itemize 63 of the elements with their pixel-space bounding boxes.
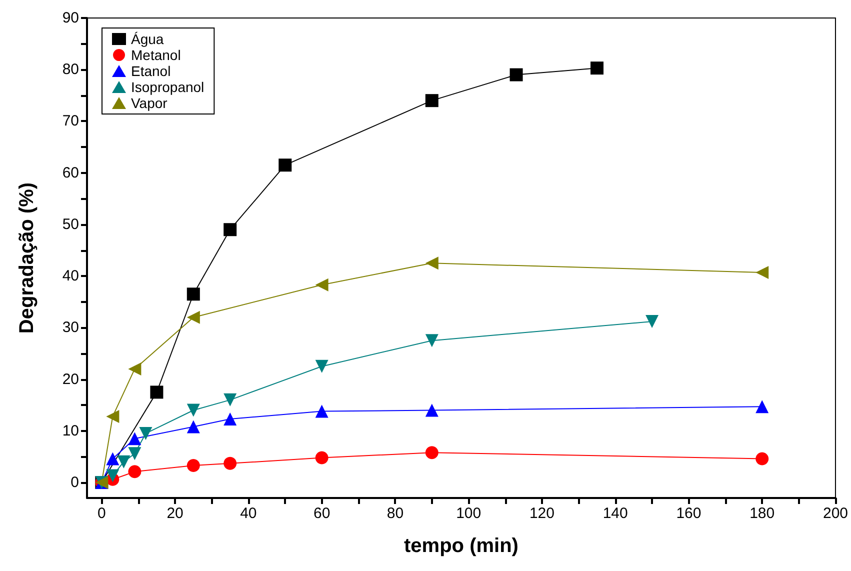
point (278, 158, 292, 172)
x-tick-label: 0 (98, 505, 106, 522)
x-tick-label: 100 (456, 505, 482, 522)
x-tick-label: 60 (313, 505, 330, 522)
point (756, 452, 769, 466)
point (590, 62, 604, 75)
point (756, 400, 769, 414)
x-tick-label: 20 (166, 505, 184, 522)
legend-label: Etanol (131, 63, 171, 79)
y-tick-label: 60 (62, 164, 79, 182)
point (756, 266, 769, 279)
point (150, 386, 164, 399)
point (128, 432, 142, 446)
point (128, 362, 142, 376)
legend-label: Água (131, 31, 164, 47)
point (224, 412, 237, 426)
x-tick-label: 80 (386, 505, 404, 522)
y-tick-label: 0 (70, 474, 79, 492)
point (425, 256, 438, 270)
x-tick-label: 180 (750, 505, 775, 522)
point (315, 278, 328, 292)
y-tick-label: 50 (62, 216, 79, 233)
y-tick-label: 30 (62, 319, 79, 336)
x-axis-title: tempo (min) (404, 535, 518, 557)
point (510, 68, 523, 82)
point (315, 404, 328, 418)
legend-label: Isopropanol (131, 79, 204, 95)
legend-label: Metanol (131, 47, 181, 63)
point (128, 447, 142, 460)
point (425, 404, 438, 417)
point (646, 314, 659, 328)
point (224, 393, 237, 406)
x-tick-label: 40 (240, 505, 257, 522)
point (425, 446, 438, 460)
point (186, 404, 200, 417)
point (425, 334, 438, 348)
y-tick-label: 10 (62, 422, 79, 440)
y-tick-label: 70 (62, 112, 79, 130)
point (106, 452, 120, 466)
point (315, 360, 328, 373)
x-tick-label: 140 (602, 505, 628, 522)
point (186, 310, 200, 324)
y-tick-label: 20 (62, 370, 79, 388)
point (186, 458, 200, 472)
x-tick-label: 200 (822, 505, 848, 522)
y-tick-label: 80 (62, 61, 79, 78)
point (139, 426, 152, 440)
point (186, 288, 200, 301)
x-tick-label: 120 (529, 505, 554, 522)
point (117, 455, 130, 468)
legend-label: Vapor (131, 95, 168, 111)
point (224, 456, 237, 470)
y-tick-label: 90 (62, 10, 79, 26)
point (128, 465, 142, 478)
point (224, 223, 237, 236)
point (106, 410, 120, 423)
x-tick-label: 160 (676, 505, 702, 522)
point (315, 451, 328, 464)
y-tick-label: 40 (62, 268, 79, 285)
point (425, 94, 438, 108)
point (106, 469, 120, 482)
y-axis-title: Degradação (%) (16, 182, 38, 334)
point (186, 420, 200, 434)
